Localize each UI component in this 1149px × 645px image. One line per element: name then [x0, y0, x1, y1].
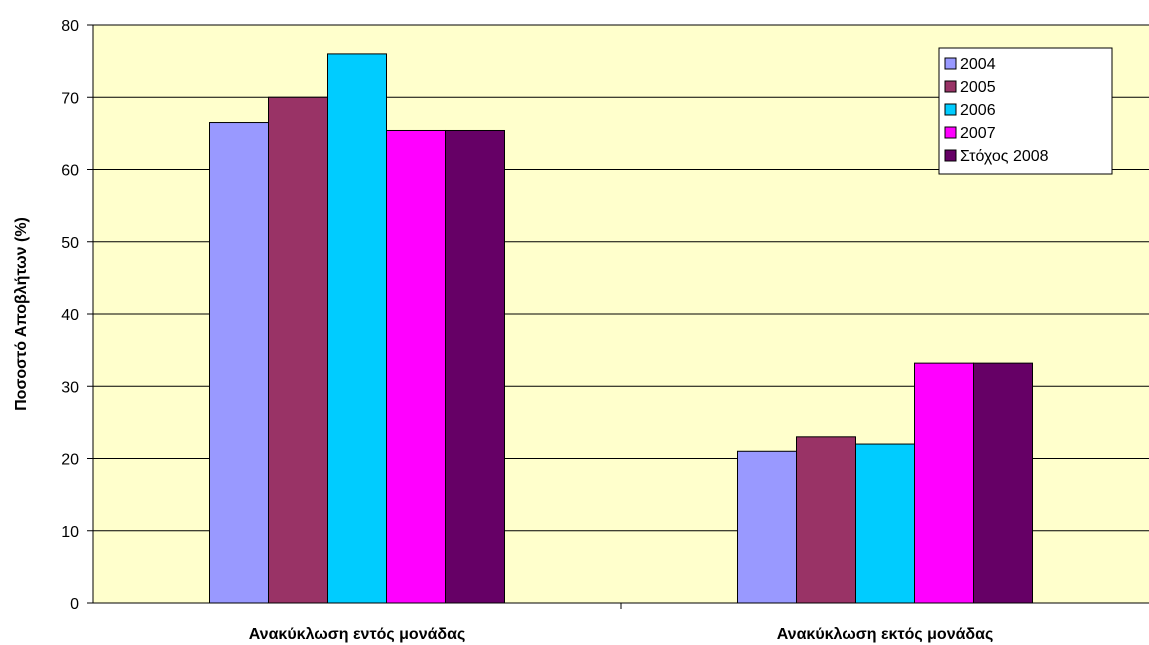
x-axis-ticks: Ανακύκλωση εντός μονάδας Ανακύκλωση εκτός…: [249, 603, 994, 643]
legend-label: 2006: [960, 102, 996, 119]
legend-label: Στόχος 2008: [960, 148, 1049, 165]
y-tick-label: 0: [70, 596, 79, 613]
legend-box: [938, 47, 1113, 175]
bar-2007-cat1: [386, 129, 446, 604]
y-tick-label: 80: [61, 18, 79, 35]
legend-label: 2005: [960, 79, 996, 96]
y-tick-label: 20: [61, 452, 79, 469]
bar-2006-cat1: [327, 53, 387, 604]
y-tick-label: 50: [61, 235, 79, 252]
y-tick-label: 60: [61, 163, 79, 180]
y-tick-label: 70: [61, 90, 79, 107]
bar-2005-cat2: [796, 436, 856, 604]
bar-2004-cat1: [209, 122, 269, 604]
y-tick-label: 10: [61, 524, 79, 541]
x-category-label: Ανακύκλωση εντός μονάδας: [249, 626, 466, 643]
y-tick-label: 30: [61, 379, 79, 396]
legend-swatch: [944, 103, 957, 116]
legend-swatch: [944, 80, 957, 93]
bar-στόχος-2008-cat2: [973, 362, 1033, 604]
bar-2006-cat2: [855, 443, 915, 604]
y-axis-ticks: 0 10 20 30 40 50 60 70 80: [61, 18, 93, 613]
legend-label: 2007: [960, 125, 996, 142]
legend-swatch: [944, 57, 957, 70]
bars: [209, 53, 1033, 604]
y-tick-label: 40: [61, 307, 79, 324]
bar-2005-cat1: [268, 96, 328, 604]
bar-2004-cat2: [737, 450, 797, 604]
x-category-label: Ανακύκλωση εκτός μονάδας: [777, 626, 994, 643]
legend-swatch: [944, 126, 957, 139]
y-axis-title: Ποσοστό Αποβλήτων (%): [13, 217, 30, 411]
legend-label: 2004: [960, 56, 996, 73]
legend-swatch: [944, 149, 957, 162]
bar-στόχος-2008-cat1: [445, 129, 505, 604]
bar-2007-cat2: [914, 362, 974, 604]
legend: 2004 2005 2006 2007 Στόχος 2008: [938, 47, 1113, 175]
